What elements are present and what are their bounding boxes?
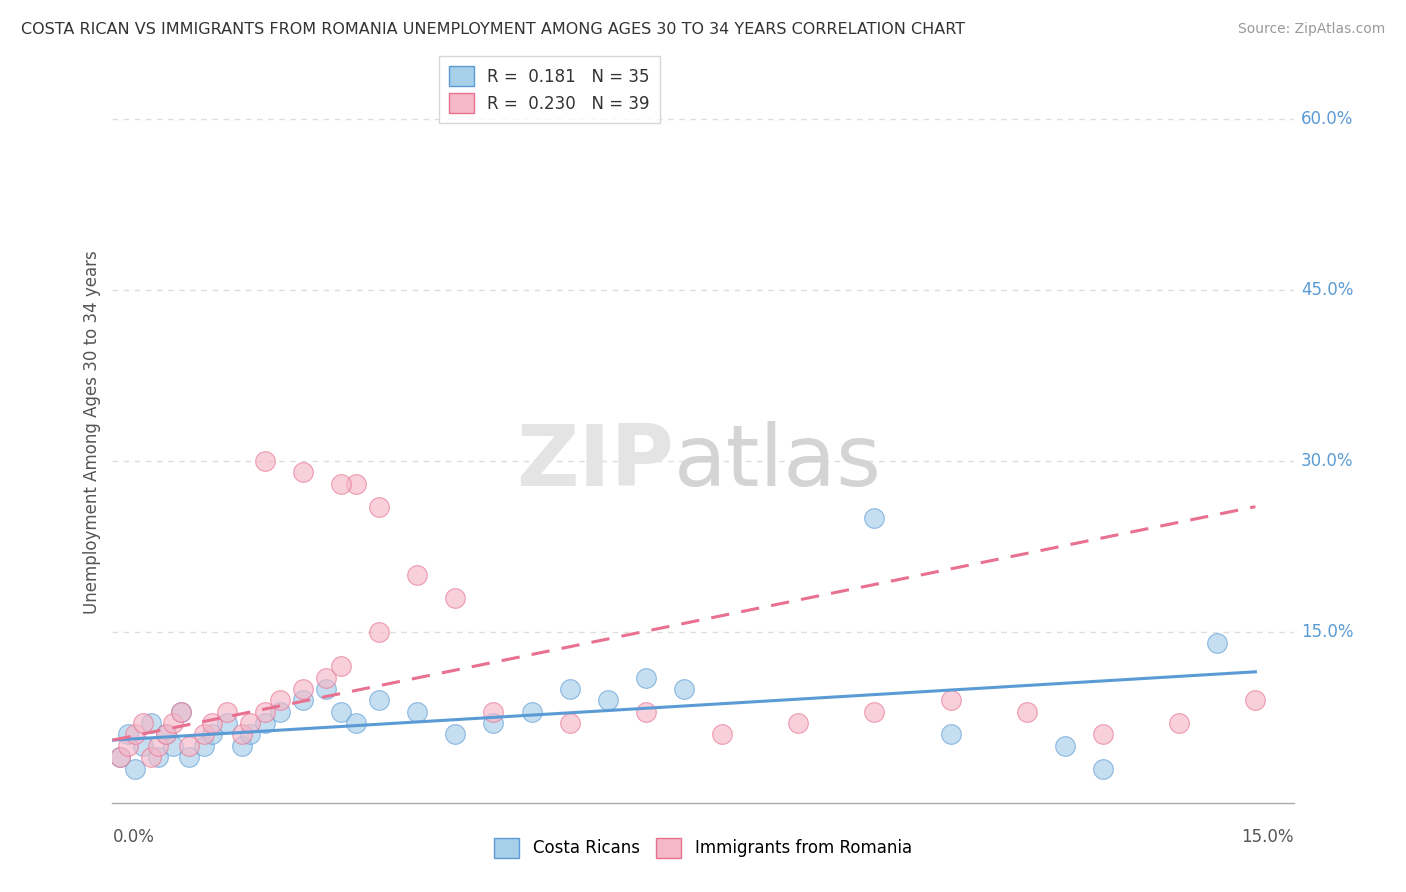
Text: atlas: atlas [673,421,882,504]
Y-axis label: Unemployment Among Ages 30 to 34 years: Unemployment Among Ages 30 to 34 years [83,251,101,615]
Point [558,716,581,731]
Point [253,454,276,468]
Point [139,750,162,764]
Point [177,739,200,753]
Text: 60.0%: 60.0% [1301,111,1354,128]
Point [482,705,505,719]
Point [108,750,131,764]
Point [315,681,337,696]
Point [1168,716,1191,731]
Point [330,705,353,719]
Point [368,500,391,514]
Point [200,727,222,741]
Point [406,568,429,582]
Point [672,681,695,696]
Text: ZIP: ZIP [516,421,673,504]
Point [344,476,367,491]
Point [520,705,543,719]
Point [193,739,215,753]
Point [634,705,657,719]
Point [253,716,276,731]
Point [200,716,222,731]
Point [1092,762,1115,776]
Point [139,716,162,731]
Point [269,693,291,707]
Text: 15.0%: 15.0% [1301,623,1354,641]
Point [406,705,429,719]
Point [863,511,886,525]
Point [1015,705,1038,719]
Point [162,716,184,731]
Point [155,727,177,741]
Point [1092,727,1115,741]
Point [108,750,131,764]
Point [1206,636,1229,650]
Point [315,671,337,685]
Text: 0.0%: 0.0% [112,828,155,846]
Point [215,716,238,731]
Text: Source: ZipAtlas.com: Source: ZipAtlas.com [1237,22,1385,37]
Point [1053,739,1076,753]
Text: 15.0%: 15.0% [1241,828,1294,846]
Point [124,727,146,741]
Point [155,727,177,741]
Text: 45.0%: 45.0% [1301,281,1354,299]
Point [239,727,262,741]
Point [215,705,238,719]
Point [444,591,467,605]
Point [132,716,155,731]
Point [170,705,193,719]
Point [444,727,467,741]
Point [193,727,215,741]
Point [124,762,146,776]
Point [177,750,200,764]
Point [368,693,391,707]
Point [148,739,170,753]
Text: 30.0%: 30.0% [1301,452,1354,470]
Point [132,739,155,753]
Legend: Costa Ricans, Immigrants from Romania: Costa Ricans, Immigrants from Romania [488,831,918,865]
Point [939,727,962,741]
Point [1244,693,1267,707]
Point [939,693,962,707]
Point [634,671,657,685]
Point [330,476,353,491]
Point [170,705,193,719]
Point [269,705,291,719]
Point [787,716,810,731]
Point [162,739,184,753]
Point [148,750,170,764]
Point [239,716,262,731]
Point [863,705,886,719]
Point [253,705,276,719]
Point [231,727,253,741]
Point [291,466,314,480]
Point [291,693,314,707]
Point [596,693,619,707]
Point [344,716,367,731]
Point [231,739,253,753]
Point [291,681,314,696]
Point [711,727,734,741]
Point [117,739,139,753]
Text: COSTA RICAN VS IMMIGRANTS FROM ROMANIA UNEMPLOYMENT AMONG AGES 30 TO 34 YEARS CO: COSTA RICAN VS IMMIGRANTS FROM ROMANIA U… [21,22,965,37]
Point [117,727,139,741]
Point [368,624,391,639]
Point [558,681,581,696]
Point [482,716,505,731]
Point [330,659,353,673]
